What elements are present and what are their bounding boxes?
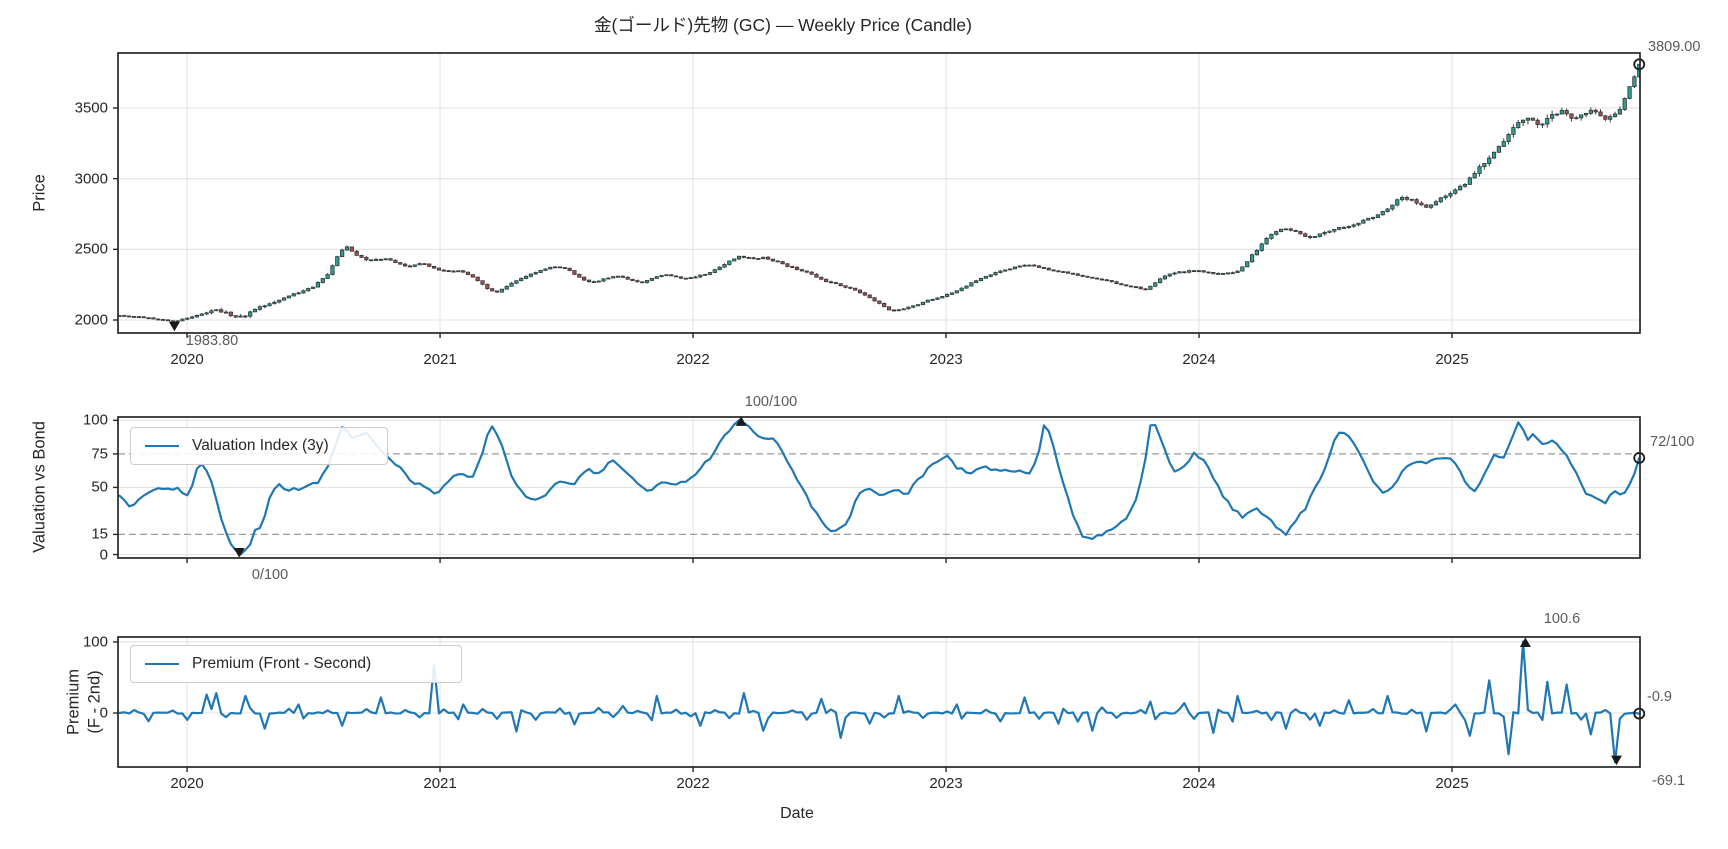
x-tick-label: 2025 <box>1435 351 1469 368</box>
premium-min-annotation: -69.1 <box>1652 773 1686 789</box>
x-tick-label: 2020 <box>170 351 204 368</box>
premium-max-annotation: 100.6 <box>1543 611 1581 627</box>
x-axis-label: Date <box>780 805 814 822</box>
premium-axis-label-line2: (F - 2nd) <box>85 670 103 734</box>
x-tick-label: 2022 <box>676 775 710 792</box>
y-tick-label: 2500 <box>74 240 108 258</box>
valuation-axis-label: Valuation vs Bond <box>30 421 49 553</box>
x-tick-label: 2020 <box>170 775 204 792</box>
price-low-annotation: 1983.80 <box>185 333 239 349</box>
valuation-legend: Valuation Index (3y) <box>130 427 388 465</box>
y-tick-label: 2000 <box>74 311 108 329</box>
y-tick-label: 3500 <box>74 99 108 117</box>
x-tick-label: 2021 <box>423 775 457 792</box>
x-tick-label: 2023 <box>929 775 963 792</box>
valuation-last-annotation: 72/100 <box>1650 434 1695 450</box>
y-tick-label: 15 <box>91 525 108 543</box>
x-tick-label: 2021 <box>423 351 457 368</box>
y-tick-label: 0 <box>99 704 108 722</box>
premium-axis-label-line1: Premium <box>64 668 83 736</box>
legend-line-swatch <box>145 663 179 665</box>
x-tick-label: 2025 <box>1435 775 1469 792</box>
legend-line-swatch <box>145 445 179 447</box>
price-axis-label: Price <box>30 174 49 212</box>
y-tick-label: 50 <box>91 478 108 496</box>
x-tick-label: 2023 <box>929 351 963 368</box>
x-tick-label: 2024 <box>1182 775 1216 792</box>
y-tick-label: 100 <box>82 411 108 429</box>
y-tick-label: 0 <box>99 546 108 563</box>
legend-label: Valuation Index (3y) <box>192 437 329 454</box>
chart-title: 金(ゴールド)先物 (GC) — Weekly Price (Candle) <box>594 15 972 35</box>
premium-legend: Premium (Front - Second) <box>130 645 462 683</box>
valuation-max-annotation: 100/100 <box>744 394 798 410</box>
x-tick-label: 2022 <box>676 351 710 368</box>
premium-axis-label: Premium (F - 2nd) <box>63 669 104 735</box>
y-tick-label: 75 <box>91 445 108 463</box>
y-tick-label: 3000 <box>74 170 108 188</box>
legend-label: Premium (Front - Second) <box>192 655 372 672</box>
valuation-min-annotation: 0/100 <box>251 567 289 583</box>
x-tick-label: 2024 <box>1182 351 1216 368</box>
y-tick-label: 100 <box>82 633 108 651</box>
price-last-annotation: 3809.00 <box>1648 39 1701 55</box>
premium-last-annotation: -0.9 <box>1647 689 1672 705</box>
